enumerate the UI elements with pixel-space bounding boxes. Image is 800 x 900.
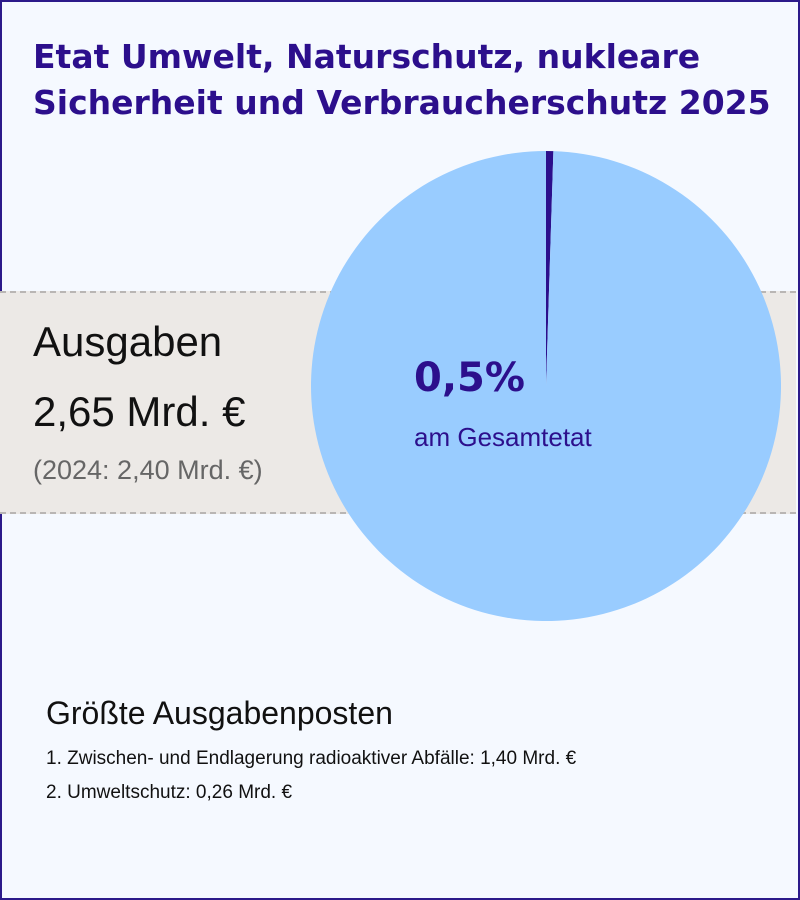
chart-title: Etat Umwelt, Naturschutz, nukleare Siche… [33, 37, 771, 122]
spending-amount: 2,65 Mrd. € [33, 388, 246, 435]
share-caption: am Gesamtetat [414, 422, 592, 452]
share-pie-chart [310, 151, 781, 621]
pie-slice-0 [546, 151, 554, 386]
top-items-heading: Größte Ausgabenposten [46, 695, 393, 731]
spending-previous-year: (2024: 2,40 Mrd. €) [33, 455, 263, 485]
share-percent: 0,5% [414, 355, 525, 401]
top-item: 2. Umweltschutz: 0,26 Mrd. € [46, 782, 293, 803]
top-item: 1. Zwischen- und Endlagerung radioaktive… [46, 748, 577, 769]
pie-slice-1 [310, 151, 781, 621]
top-items-list: 1. Zwischen- und Endlagerung radioaktive… [46, 742, 576, 810]
spending-label: Ausgaben [33, 318, 223, 365]
